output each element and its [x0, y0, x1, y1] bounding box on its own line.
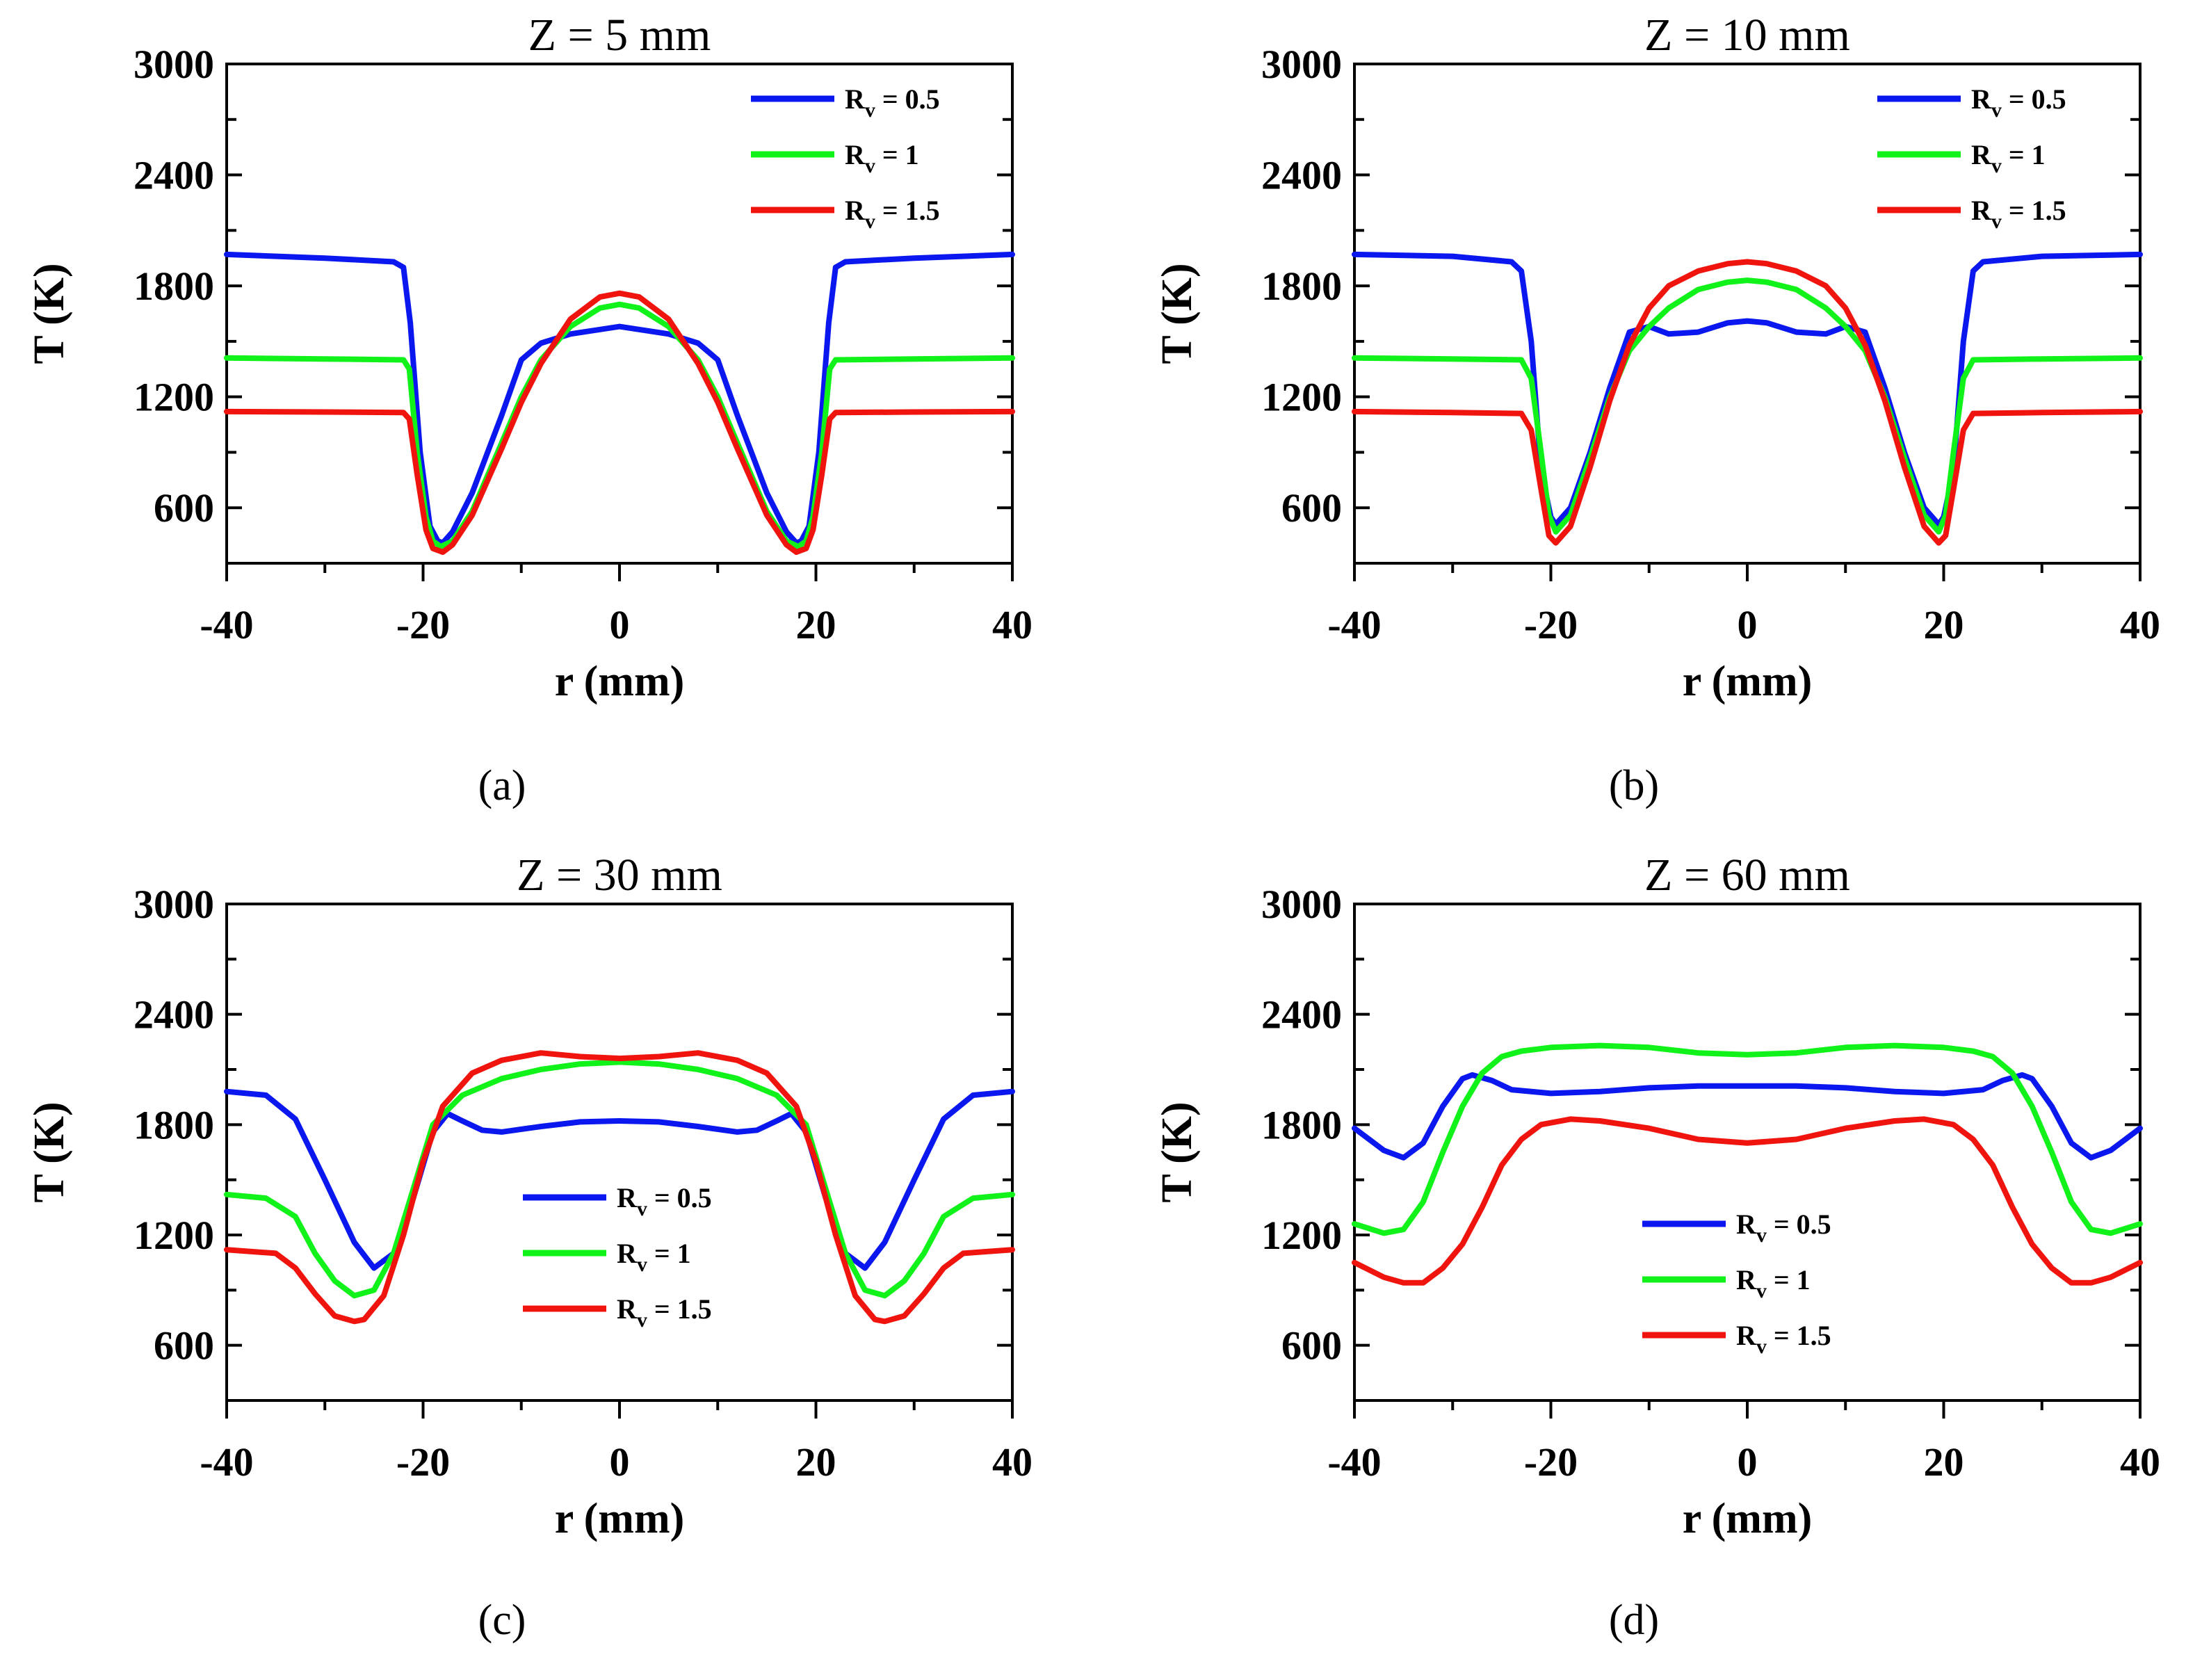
legend-label: Rv = 0.5 [1971, 83, 2066, 122]
y-tick-label: 3000 [133, 42, 214, 87]
series-line-2 [224, 1050, 1015, 1325]
panel-caption: (a) [478, 762, 526, 809]
x-tick-label: 40 [2120, 602, 2160, 647]
x-tick-label: -40 [200, 602, 253, 647]
x-tick-label: -20 [396, 602, 450, 647]
y-axis-label: T (K) [26, 263, 73, 364]
x-tick-label: -40 [1327, 1439, 1381, 1485]
y-tick-label: 1800 [1261, 1102, 1342, 1147]
y-tick-label: 1200 [1261, 1213, 1342, 1258]
y-tick-label: 2400 [1261, 992, 1342, 1037]
legend-label: Rv = 1.5 [617, 1293, 712, 1332]
y-tick-label: 2400 [1261, 153, 1342, 198]
x-axis-label: r (mm) [555, 1495, 684, 1542]
panel-title: Z = 5 mm [528, 10, 711, 60]
series-line-1 [1352, 1042, 2143, 1236]
x-axis-label: r (mm) [555, 658, 684, 705]
y-axis-label: T (K) [26, 1101, 73, 1202]
x-axis-label: r (mm) [1683, 1495, 1812, 1542]
x-tick-label: 0 [610, 1439, 630, 1485]
legend-label: Rv = 1.5 [1736, 1320, 1831, 1358]
y-tick-label: 3000 [1261, 882, 1342, 927]
y-tick-label: 600 [154, 1323, 214, 1368]
x-tick-label: -40 [1327, 602, 1381, 647]
y-tick-label: 600 [1281, 485, 1342, 531]
x-tick-label: 20 [1924, 1439, 1964, 1485]
series-line-0 [1352, 1072, 2143, 1161]
panel-d: Z = 60 mm 600 1200 1800 2400 3000 -40 -20 0 20 40 r… [1153, 850, 2160, 1644]
y-tick-label: 1200 [133, 375, 214, 420]
y-tick-label: 1200 [1261, 375, 1342, 420]
y-axis-label: T (K) [1153, 263, 1201, 364]
y-tick-label: 1800 [1261, 264, 1342, 309]
legend-label: Rv = 1 [617, 1238, 691, 1276]
legend-label: Rv = 0.5 [617, 1182, 712, 1220]
panel-caption: (c) [478, 1597, 526, 1644]
x-tick-label: -20 [1524, 602, 1578, 647]
x-tick-label: 40 [2120, 1439, 2160, 1485]
x-axis-label: r (mm) [1683, 658, 1812, 705]
series-line-1 [1352, 277, 2143, 535]
legend-label: Rv = 0.5 [1736, 1209, 1831, 1247]
legend-label: Rv = 0.5 [845, 83, 940, 122]
y-tick-label: 3000 [1261, 42, 1342, 87]
y-tick-label: 2400 [133, 153, 214, 198]
y-tick-label: 1200 [133, 1213, 214, 1258]
legend-label: Rv = 1.5 [1971, 195, 2066, 233]
x-tick-label: 20 [796, 602, 836, 647]
panel-title: Z = 10 mm [1644, 10, 1850, 60]
panel-title: Z = 30 mm [517, 850, 722, 900]
panel-caption: (b) [1609, 762, 1659, 809]
x-tick-label: 20 [1924, 602, 1964, 647]
series-line-2 [1352, 259, 2143, 546]
x-tick-label: -20 [396, 1439, 450, 1485]
panel-title: Z = 60 mm [1644, 850, 1850, 900]
legend-label: Rv = 1 [845, 139, 919, 177]
y-tick-label: 3000 [133, 882, 214, 927]
y-tick-label: 1800 [133, 264, 214, 309]
series-line-1 [224, 301, 1015, 550]
legend-label: Rv = 1.5 [845, 195, 940, 233]
series-line-1 [224, 1059, 1015, 1299]
y-axis-label: T (K) [1153, 1101, 1201, 1202]
x-tick-label: 40 [992, 1439, 1033, 1485]
x-tick-label: 20 [796, 1439, 836, 1485]
x-tick-label: 0 [1738, 602, 1758, 647]
series-line-0 [224, 1088, 1015, 1271]
series-line-0 [224, 251, 1015, 546]
panel-b: Z = 10 mm 600 1200 1800 2400 3000 -40 -20 0 20 40 r… [1153, 10, 2160, 809]
x-tick-label: 40 [992, 602, 1033, 647]
y-tick-label: 2400 [133, 992, 214, 1037]
x-tick-label: -40 [200, 1439, 253, 1485]
legend-label: Rv = 1 [1971, 139, 2046, 177]
plot-frame [225, 903, 1014, 1402]
series-line-2 [224, 290, 1015, 555]
x-tick-label: 0 [610, 602, 630, 647]
panel-c: Z = 30 mm 600 1200 1800 2400 3000 -40 -20 0 20 40 r… [26, 850, 1033, 1644]
y-tick-label: 600 [154, 485, 214, 531]
y-tick-label: 600 [1281, 1323, 1342, 1368]
series-line-2 [1352, 1116, 2143, 1286]
panel-caption: (d) [1609, 1597, 1659, 1644]
y-tick-label: 1800 [133, 1102, 214, 1147]
x-tick-label: -20 [1524, 1439, 1578, 1485]
panel-a: Z = 5 mm 600 1200 1800 2400 3000 -40 -20 0 20 40 r … [26, 10, 1033, 809]
x-tick-label: 0 [1738, 1439, 1758, 1485]
legend-label: Rv = 1 [1736, 1264, 1811, 1302]
series-line-0 [1352, 251, 2143, 528]
